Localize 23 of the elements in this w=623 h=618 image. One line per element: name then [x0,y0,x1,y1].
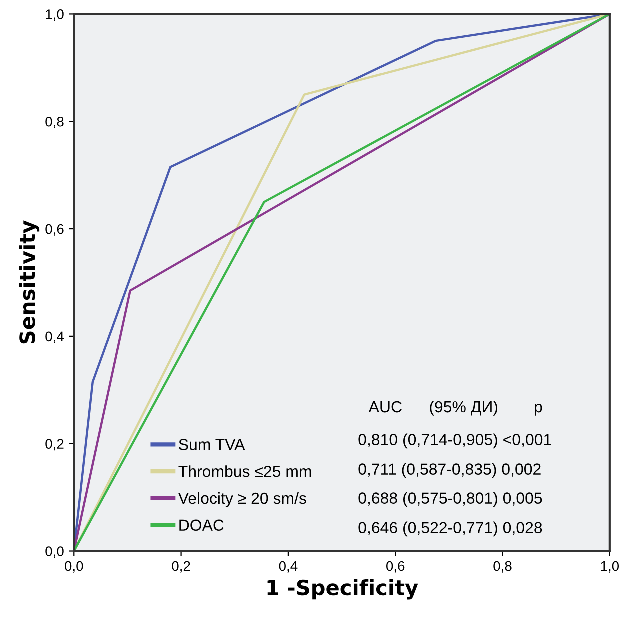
legend-label: DOAC [180,520,224,532]
x-axis-title: 1 -Specificity [268,579,418,600]
y-tick-label: 0,2 [46,439,64,451]
x-tick-label: 0,8 [494,561,512,573]
legend-label: Sum TVA [179,439,246,450]
y-tick-label: 0,0 [46,546,64,558]
x-tick-label: 0,2 [172,561,190,573]
y-tick-label: 1,0 [46,10,64,22]
annotation: 0,810 (0,714-0,905) <0,001 [358,434,552,449]
y-tick-label: 0,4 [46,332,64,344]
annotation: 0,688 (0,575-0,801) 0,005 [358,492,542,508]
annotation: 0,646 (0,522-0,771) 0,028 [358,522,542,537]
x-tick-label: 1,0 [601,561,620,573]
x-tick-label: 0,0 [65,561,84,573]
y-axis-title: Sensitivity [19,220,40,344]
annotation: 0,711 (0,587-0,835) 0,002 [358,463,541,478]
annotation: AUC (95% ДИ) p [368,400,542,416]
x-tick-label: 0,6 [386,561,405,573]
x-tick-label: 0,4 [279,561,298,573]
y-tick-label: 0,6 [46,224,64,236]
y-tick-label: 0,8 [46,116,64,128]
legend-label: Thrombus ≤25 mm [178,466,312,478]
legend-label: Velocity ≥ 20 sm/s [178,492,306,508]
